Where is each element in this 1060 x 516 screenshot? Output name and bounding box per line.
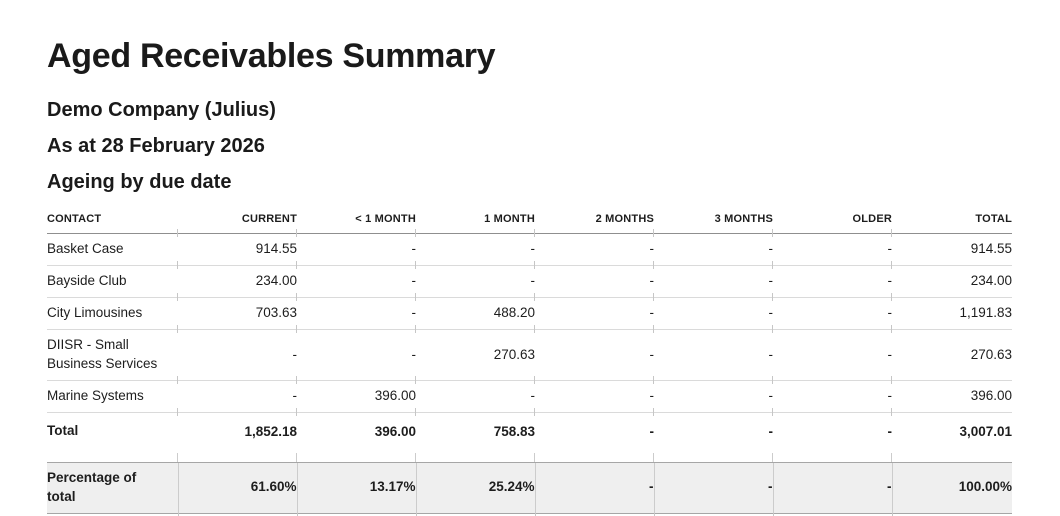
- total-label-text: Total: [47, 423, 79, 439]
- contact-name-text: DIISR - Small Business Services: [47, 337, 158, 371]
- spacer-cell: [534, 449, 654, 463]
- amount-cell: -: [177, 329, 297, 384]
- amount-cell: -: [415, 380, 535, 416]
- percentage-row: Percentage of total 61.60% 13.17% 25.24% - - -…: [47, 462, 1012, 516]
- total-amount-cell: 758.83: [493, 423, 535, 439]
- total-amount-cell: 396.00: [374, 423, 416, 439]
- spacer-cell: [296, 449, 416, 463]
- amount-cell: -: [653, 265, 773, 301]
- amount-cell: -: [415, 265, 535, 301]
- amount-cell: 703.63: [177, 297, 297, 334]
- total-amount-cell: -: [768, 423, 774, 439]
- contact-name-text: Basket Case: [47, 240, 124, 256]
- spacer-cell: [415, 449, 535, 463]
- amount-cell: -: [772, 265, 892, 301]
- report-date: As at 28 February 2026: [47, 134, 265, 157]
- contact-name: Basket Case: [47, 233, 178, 267]
- total-row: Total 1,852.18 396.00 758.83 - - - 3,007.01: [47, 413, 1012, 450]
- column-header: 1 MONTH: [415, 208, 535, 237]
- amount-cell: 396.00: [891, 380, 1012, 416]
- amount-cell: -: [772, 329, 892, 384]
- amount-cell: -: [653, 329, 773, 384]
- spacer-cell: [891, 449, 1012, 463]
- spacer-cell: [772, 449, 892, 463]
- amount-cell: -: [653, 297, 773, 334]
- column-header: < 1 MONTH: [296, 208, 416, 237]
- amount-cell: -: [296, 329, 416, 384]
- table-row: DIISR - Small Business Services - -270.63-…: [47, 329, 1012, 384]
- amount-cell: -: [534, 297, 654, 334]
- column-header: 3 MONTHS: [653, 208, 773, 237]
- page-title: Aged Receivables Summary: [47, 37, 496, 75]
- table-header-row: CONTACT CURRENT < 1 MONTH 1 MONTH 2 MONTHS 3 …: [47, 208, 1012, 237]
- amount-cell: 270.63: [415, 329, 535, 384]
- amount-cell: -: [534, 265, 654, 301]
- percentage-cell: 13.17%: [296, 462, 416, 516]
- contact-name-text: Bayside Club: [47, 273, 127, 289]
- amount-cell: 914.55: [891, 233, 1012, 269]
- amount-cell: 396.00: [296, 380, 416, 416]
- contact-name: Bayside Club: [47, 265, 178, 299]
- percentage-cell: -: [653, 462, 773, 516]
- percentage-cell: 100.00%: [891, 462, 1012, 516]
- amount-cell: -: [296, 297, 416, 334]
- total-amount-cell: -: [887, 423, 893, 439]
- amount-cell: -: [534, 233, 654, 269]
- column-header-contact: CONTACT: [47, 208, 178, 234]
- amount-cell: -: [177, 380, 297, 416]
- table-row: City Limousines 703.63-488.20- - -1,191.83: [47, 297, 1012, 334]
- amount-cell: -: [534, 329, 654, 384]
- amount-cell: 234.00: [177, 265, 297, 301]
- percentage-label: Percentage of total: [47, 462, 178, 514]
- amount-cell: -: [415, 233, 535, 269]
- percentage-cell: 61.60%: [177, 462, 297, 516]
- spacer-cell: [177, 449, 297, 463]
- amount-cell: -: [772, 380, 892, 416]
- amount-cell: 234.00: [891, 265, 1012, 301]
- percentage-label-text: Percentage of total: [47, 470, 137, 504]
- percentage-cell: 25.24%: [415, 462, 535, 516]
- total-label: Total: [47, 413, 178, 450]
- contact-name-text: Marine Systems: [47, 387, 144, 403]
- total-amount-cell: 3,007.01: [959, 423, 1012, 439]
- aged-receivables-table: CONTACT CURRENT < 1 MONTH 1 MONTH 2 MONTHS 3 …: [47, 208, 1012, 516]
- amount-cell: -: [296, 233, 416, 269]
- contact-name: City Limousines: [47, 297, 178, 331]
- spacer-cell: [47, 449, 178, 463]
- contact-name: DIISR - Small Business Services: [47, 329, 178, 381]
- table-row: Marine Systems -396.00- - - -396.00: [47, 380, 1012, 416]
- amount-cell: 488.20: [415, 297, 535, 334]
- amount-cell: 270.63: [891, 329, 1012, 384]
- contact-name-text: City Limousines: [47, 305, 143, 321]
- column-header: OLDER: [772, 208, 892, 237]
- column-header: TOTAL: [891, 208, 1012, 237]
- table-row: Basket Case 914.55- - - - -914.55: [47, 233, 1012, 269]
- table-header: CONTACT CURRENT < 1 MONTH 1 MONTH 2 MONTHS 3 …: [47, 208, 1012, 237]
- column-header: 2 MONTHS: [534, 208, 654, 237]
- table-row: Bayside Club 234.00- - - - -234.00: [47, 265, 1012, 301]
- amount-cell: -: [296, 265, 416, 301]
- amount-cell: 1,191.83: [891, 297, 1012, 334]
- amount-cell: -: [772, 233, 892, 269]
- amount-cell: -: [772, 297, 892, 334]
- amount-cell: -: [653, 233, 773, 269]
- amount-cell: -: [653, 380, 773, 416]
- table-body: Basket Case 914.55- - - - -914.55 Bayside Club…: [47, 233, 1012, 516]
- total-amount-cell: -: [649, 423, 655, 439]
- amount-cell: -: [534, 380, 654, 416]
- amount-cell: 914.55: [177, 233, 297, 269]
- spacer-row: [47, 449, 1012, 463]
- column-header: CURRENT: [177, 208, 297, 237]
- spacer-cell: [653, 449, 773, 463]
- total-amount-cell: 1,852.18: [244, 423, 297, 439]
- percentage-cell: -: [772, 462, 892, 516]
- ageing-basis: Ageing by due date: [47, 170, 232, 193]
- contact-name: Marine Systems: [47, 380, 178, 414]
- report-subtitles: Demo Company (Julius) As at 28 February …: [47, 92, 1012, 200]
- percentage-cell: -: [534, 462, 654, 516]
- company-name: Demo Company (Julius): [47, 98, 276, 121]
